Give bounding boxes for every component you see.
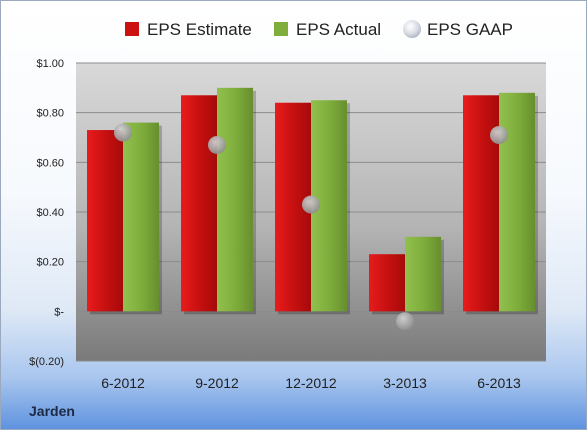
y-tick-label: $(0.20)	[29, 356, 64, 368]
legend-label: EPS GAAP	[427, 20, 513, 39]
gaap-dot	[302, 195, 320, 214]
y-tick-label: $0.20	[36, 257, 64, 269]
gaap-dot	[396, 312, 414, 331]
y-tick-label: $-	[54, 306, 64, 318]
x-category-label: 3-2013	[383, 375, 427, 391]
company-name: Jarden	[29, 403, 75, 419]
y-tick-label: $0.80	[36, 108, 64, 120]
legend-marker-eps-gaap	[403, 20, 421, 38]
y-tick-label: $1.00	[36, 58, 64, 70]
bar-eps-actual	[217, 87, 253, 312]
bar-eps-actual	[405, 236, 441, 312]
x-category-label: 9-2012	[195, 375, 239, 391]
bar-eps-estimate	[369, 254, 405, 312]
y-tick-label: $0.40	[36, 207, 64, 219]
x-category-label: 6-2013	[477, 375, 521, 391]
bar-eps-actual	[499, 92, 535, 312]
bar-eps-estimate	[463, 95, 499, 312]
bar-eps-estimate	[181, 95, 217, 312]
bar-eps-estimate	[87, 130, 123, 312]
gaap-dot	[114, 123, 132, 142]
x-category-label: 12-2012	[285, 375, 337, 391]
x-category-label: 6-2012	[101, 375, 145, 391]
y-tick-label: $0.60	[36, 157, 64, 169]
gaap-dot	[490, 126, 508, 145]
legend-swatch-eps-actual	[274, 22, 288, 36]
bar-eps-actual	[123, 122, 159, 312]
legend-swatch-eps-estimate	[125, 22, 139, 36]
legend-label: EPS Actual	[296, 20, 381, 39]
legend-label: EPS Estimate	[147, 20, 252, 39]
gaap-dot	[208, 135, 226, 154]
